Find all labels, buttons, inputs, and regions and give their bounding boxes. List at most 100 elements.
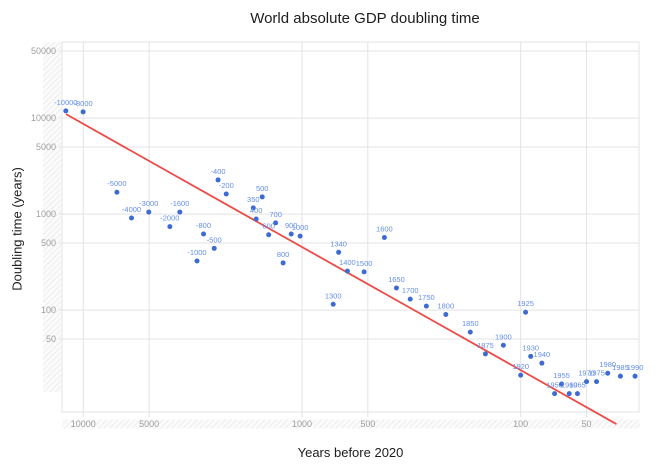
data-point-label: 400 (250, 206, 263, 215)
y-tick-label: 10000 (31, 113, 56, 123)
data-point (632, 373, 638, 379)
data-point (330, 301, 336, 307)
data-point-label: 1875 (477, 341, 494, 350)
data-point (528, 353, 534, 359)
y-tick-label: 100 (41, 305, 56, 315)
data-point-label: 1950 (546, 381, 563, 390)
data-point (617, 373, 623, 379)
data-point-label: 1800 (437, 301, 454, 310)
x-tick-label: 100 (513, 419, 528, 429)
x-tick-label: 5000 (139, 419, 159, 429)
y-axis-title: Doubling time (years) (9, 167, 25, 291)
data-point (273, 220, 279, 226)
data-point-label: -8000 (74, 99, 93, 108)
data-point-label: 1975 (588, 369, 605, 378)
data-point-label: -4000 (122, 205, 141, 214)
data-point (605, 370, 611, 376)
data-point-label: 700 (269, 210, 282, 219)
data-point-label: -500 (207, 235, 222, 244)
data-point (594, 379, 600, 385)
data-point (215, 177, 221, 183)
data-point (344, 268, 350, 274)
data-point (63, 108, 69, 114)
x-tick-label: 1000 (292, 419, 312, 429)
data-point (297, 233, 303, 239)
data-point-label: 800 (277, 250, 290, 259)
data-point-label: 1400 (339, 258, 356, 267)
data-point (288, 231, 294, 237)
data-point-label: -400 (211, 167, 226, 176)
data-point (211, 245, 217, 251)
x-tick-label: 10000 (71, 419, 96, 429)
data-point (559, 381, 565, 387)
data-point (381, 235, 387, 241)
x-tick-label: 500 (360, 419, 375, 429)
data-point-label: 1930 (522, 343, 539, 352)
data-point-label: 500 (256, 184, 269, 193)
data-point-label: -800 (196, 221, 211, 230)
data-point-label: 1340 (330, 239, 347, 248)
data-point (566, 391, 572, 397)
data-point (250, 205, 256, 211)
data-point-label: 1985 (612, 363, 629, 372)
data-point (407, 296, 413, 302)
y-tick-label: 5000 (36, 142, 56, 152)
axis-hatch-band (62, 419, 640, 429)
data-point-label: -5000 (107, 179, 126, 188)
data-point (523, 309, 529, 315)
data-point (259, 194, 265, 200)
data-point (500, 342, 506, 348)
data-point-label: 600 (262, 222, 275, 231)
data-point-label: 1940 (534, 350, 551, 359)
data-point-label: 1925 (517, 299, 534, 308)
data-point-label: 1600 (376, 225, 393, 234)
y-tick-label: 1000 (36, 209, 56, 219)
data-point (467, 329, 473, 335)
y-tick-label: 50 (46, 334, 56, 344)
data-point-label: 1300 (325, 291, 342, 300)
y-tick-label: 500 (41, 238, 56, 248)
data-point-label: 1900 (495, 332, 512, 341)
data-point-label: 1965 (569, 381, 586, 390)
data-point-label: 1990 (627, 363, 644, 372)
plot-border (61, 41, 640, 413)
data-point-label: 1000 (292, 223, 309, 232)
data-point (194, 258, 200, 264)
trend-line (65, 113, 617, 425)
data-point (539, 360, 545, 366)
data-point (443, 311, 449, 317)
data-point (80, 109, 86, 115)
data-point (266, 232, 272, 238)
data-point (361, 269, 367, 275)
data-point (201, 231, 207, 237)
data-point (336, 249, 342, 255)
data-point (552, 391, 558, 397)
data-point (177, 209, 183, 215)
data-point-label: -1000 (187, 248, 206, 257)
data-point-label: -2000 (160, 214, 179, 223)
data-point-label: 1980 (599, 360, 616, 369)
data-point-label: 900 (285, 221, 298, 230)
data-point-label: -200 (219, 181, 234, 190)
data-point (423, 303, 429, 309)
data-point-label: 1500 (356, 259, 373, 268)
data-point (393, 285, 399, 291)
data-point (167, 224, 173, 230)
data-point (114, 189, 120, 195)
data-point-label: 1700 (402, 286, 419, 295)
data-point (280, 260, 286, 266)
x-tick-label: 50 (582, 419, 592, 429)
data-point-label: 1850 (462, 319, 479, 328)
chart-title: World absolute GDP doubling time (250, 10, 480, 27)
data-point-label: 1970 (578, 369, 595, 378)
data-point (146, 209, 152, 215)
data-point-label: -3000 (139, 199, 158, 208)
data-point-label: -10000 (54, 98, 77, 107)
data-point (518, 372, 524, 378)
data-point-label: -1600 (170, 199, 189, 208)
data-point-label: 1920 (512, 362, 529, 371)
data-point (482, 351, 488, 357)
data-point-label: 1650 (388, 275, 405, 284)
